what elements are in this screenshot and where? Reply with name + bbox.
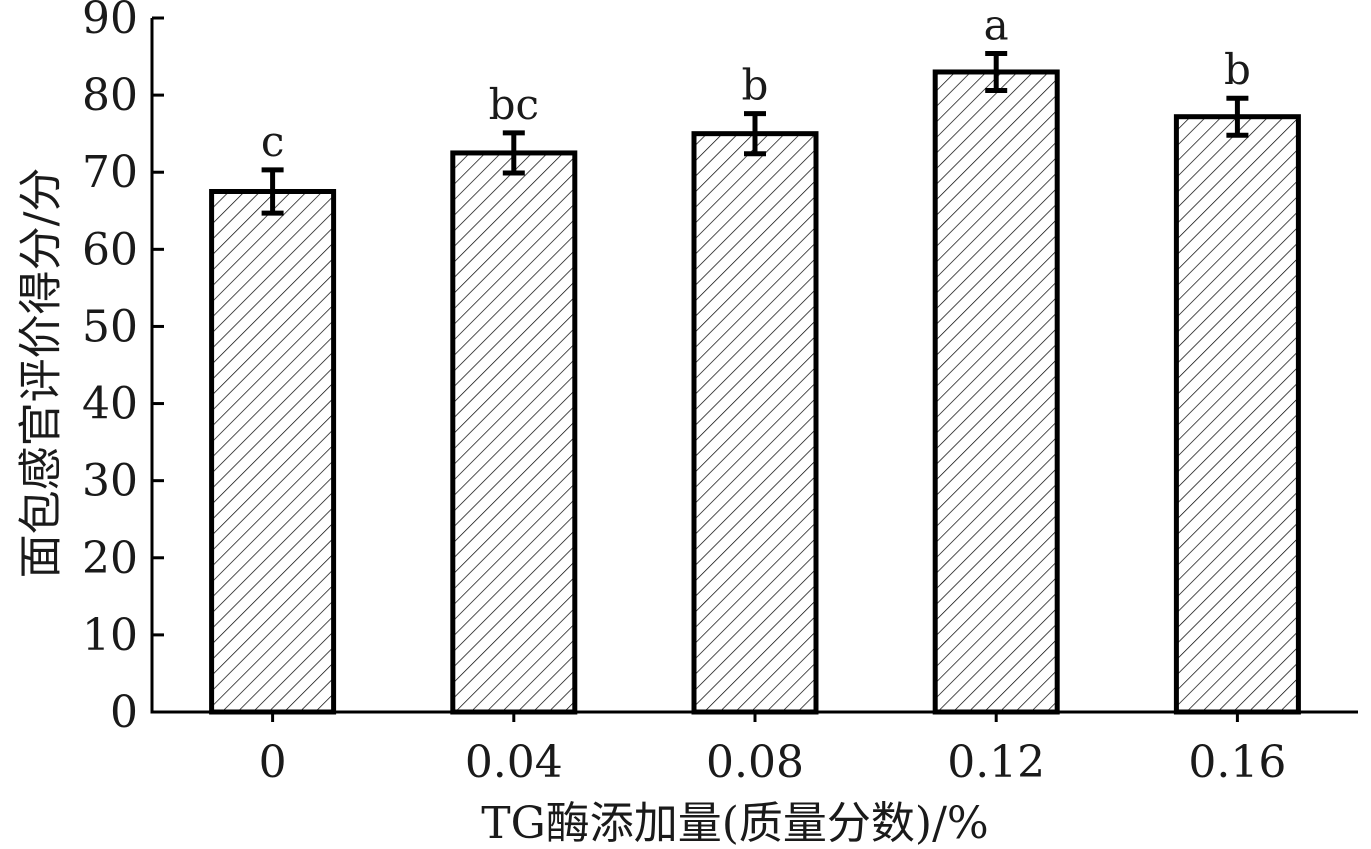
bar-3 bbox=[932, 69, 1060, 715]
bar-2 bbox=[691, 131, 819, 715]
y-tick-label-3: 30 bbox=[82, 456, 138, 507]
x-tick-label-3: 0.12 bbox=[947, 737, 1045, 788]
bar-0 bbox=[209, 189, 337, 715]
bar-4 bbox=[1173, 114, 1301, 715]
significance-label-1: bc bbox=[489, 80, 539, 129]
significance-label-0: c bbox=[261, 117, 285, 166]
y-tick-label-0: 0 bbox=[110, 687, 138, 738]
x-tick-label-4: 0.16 bbox=[1188, 737, 1286, 788]
y-axis-title: 面包感官评价得分/分 bbox=[16, 168, 67, 579]
x-tick-label-0: 0 bbox=[259, 737, 287, 788]
bar-1 bbox=[450, 150, 578, 715]
y-tick-label-7: 70 bbox=[82, 147, 138, 198]
y-tick-label-8: 80 bbox=[82, 70, 138, 121]
y-tick-label-9: 90 bbox=[82, 0, 138, 44]
significance-labels-layer: c bc b a b bbox=[261, 0, 1251, 165]
x-tick-label-1: 0.04 bbox=[465, 737, 563, 788]
x-axis-title: TG酶添加量(质量分数)/% bbox=[481, 798, 988, 849]
y-tick-label-2: 20 bbox=[82, 533, 138, 584]
x-tick-label-2: 0.08 bbox=[706, 737, 804, 788]
y-tick-label-6: 60 bbox=[82, 224, 138, 275]
bars-layer bbox=[209, 69, 1301, 715]
axes-layer: 0 0.04 0.08 0.12 0.16 0 10 20 30 40 50 60 70 80 90 bbox=[82, 0, 1358, 788]
significance-label-4: b bbox=[1224, 45, 1251, 94]
significance-label-3: a bbox=[984, 0, 1009, 49]
significance-label-2: b bbox=[742, 61, 769, 110]
y-tick-label-5: 50 bbox=[82, 301, 138, 352]
y-tick-label-1: 10 bbox=[82, 610, 138, 661]
error-bars-layer bbox=[261, 50, 1249, 216]
y-tick-label-4: 40 bbox=[82, 379, 138, 430]
